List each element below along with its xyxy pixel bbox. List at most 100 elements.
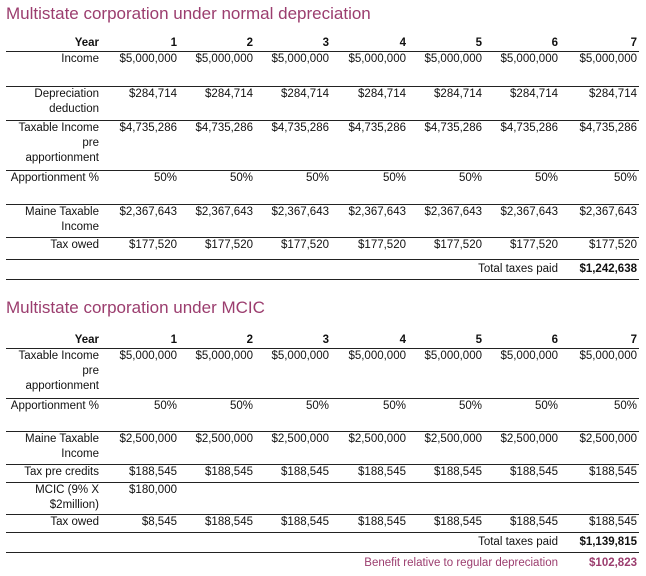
table-cell: $177,520 [103,237,179,260]
table-cell: $188,545 [560,464,639,483]
table-cell: $284,714 [103,86,179,121]
year-label: Year [6,36,103,52]
benefit-label: Benefit relative to regular depreciation [364,557,558,569]
year-cell: 5 [408,36,484,52]
year-cell: 6 [484,36,560,52]
total-taxes-value: $1,242,638 [560,259,639,280]
apportionment-row: Apportionment % 50% 50% 50% 50% 50% 50% … [6,398,639,432]
depreciation-row: Depreciation deduction $284,714 $284,714… [6,86,639,121]
table-cell: $5,000,000 [331,348,408,399]
table-cell: $2,500,000 [408,431,484,465]
table-cell [408,482,484,515]
year-cell: 7 [560,36,639,52]
table-cell: $188,545 [560,514,639,533]
table-cell: 50% [560,170,639,205]
table-cell: $4,735,286 [331,120,408,171]
table-cell: 50% [103,170,179,205]
table-cell: $5,000,000 [255,348,331,399]
year-cell: 3 [255,333,331,349]
table-cell: $5,000,000 [179,348,255,399]
row-label: MCIC (9% X $2million) [6,482,103,515]
table-cell: $2,367,643 [408,204,484,238]
table-cell: 50% [331,170,408,205]
table-cell: $5,000,000 [179,51,255,87]
row-label: Maine Taxable Income [6,431,103,465]
table-cell: $8,545 [103,514,179,533]
table-cell: 50% [408,398,484,432]
year-cell: 2 [179,36,255,52]
year-cell: 1 [103,333,179,349]
table-cell: $5,000,000 [103,348,179,399]
table-cell: $2,500,000 [179,431,255,465]
total-taxes-value: $1,139,815 [560,532,639,553]
table-cell: $188,545 [103,464,179,483]
table-cell [179,482,255,515]
table-cell: $177,520 [179,237,255,260]
table-cell: $4,735,286 [103,120,179,171]
income-row: Income $5,000,000 $5,000,000 $5,000,000 … [6,51,639,87]
row-label: Depreciation deduction [6,86,103,121]
table-cell: $4,735,286 [179,120,255,171]
row-label: Apportionment % [6,170,103,205]
table-cell: $5,000,000 [560,348,639,399]
table-cell [560,482,639,515]
table-cell: $284,714 [331,86,408,121]
table-cell: $2,500,000 [331,431,408,465]
table-cell: 50% [179,170,255,205]
table-cell: 50% [331,398,408,432]
table-cell: $2,367,643 [560,204,639,238]
table-cell: 50% [560,398,639,432]
total-taxes-label: Total taxes paid [6,259,560,280]
table-cell: $177,520 [255,237,331,260]
table-cell: $5,000,000 [484,51,560,87]
table-cell: 50% [255,170,331,205]
table-cell: 50% [408,170,484,205]
year-cell: 6 [484,333,560,349]
benefit-row: Benefit relative to regular depreciation… [6,553,639,573]
table-cell: $284,714 [408,86,484,121]
mcic-credit-row: MCIC (9% X $2million) $180,000 [6,482,639,515]
row-label: Tax pre credits [6,464,103,483]
table-cell: $180,000 [103,482,179,515]
row-label: Apportionment % [6,398,103,432]
table-cell: $5,000,000 [560,51,639,87]
table-cell: $177,520 [408,237,484,260]
table-cell: $188,545 [255,464,331,483]
table-cell: $2,500,000 [560,431,639,465]
table-cell: $4,735,286 [255,120,331,171]
table-cell: $5,000,000 [484,348,560,399]
table-cell: $2,367,643 [103,204,179,238]
table-cell: $5,000,000 [255,51,331,87]
total-taxes-label: Total taxes paid [6,532,560,553]
year-header-row: Year 1 2 3 4 5 6 7 [6,36,639,52]
table-cell: $2,500,000 [103,431,179,465]
table-cell [484,482,560,515]
table-cell: $188,545 [331,514,408,533]
benefit-value: $102,823 [589,557,637,569]
table-cell: $4,735,286 [560,120,639,171]
table-cell: $2,500,000 [484,431,560,465]
table-cell: $5,000,000 [408,348,484,399]
normal-depreciation-table: Year 1 2 3 4 5 6 7 Income $5,000,000 $5,… [6,36,639,280]
table-cell: $5,000,000 [103,51,179,87]
table-cell: 50% [484,398,560,432]
table-cell: 50% [103,398,179,432]
year-label: Year [6,333,103,349]
table-cell: $5,000,000 [408,51,484,87]
section-title-normal-depreciation: Multistate corporation under normal depr… [6,4,371,23]
table-cell: $284,714 [255,86,331,121]
table-cell: $2,367,643 [331,204,408,238]
table-cell: $188,545 [179,464,255,483]
year-cell: 4 [331,36,408,52]
table-cell: $177,520 [484,237,560,260]
tax-owed-row: Tax owed $177,520 $177,520 $177,520 $177… [6,237,639,260]
row-label: Taxable Income pre apportionment [6,348,103,399]
table-cell: $2,367,643 [255,204,331,238]
table-cell: $188,545 [255,514,331,533]
total-row: Total taxes paid $1,242,638 [6,259,639,280]
tax-pre-credits-row: Tax pre credits $188,545 $188,545 $188,5… [6,464,639,483]
year-cell: 1 [103,36,179,52]
section-title-mcic: Multistate corporation under MCIC [6,298,265,317]
year-cell: 7 [560,333,639,349]
table-cell: 50% [255,398,331,432]
